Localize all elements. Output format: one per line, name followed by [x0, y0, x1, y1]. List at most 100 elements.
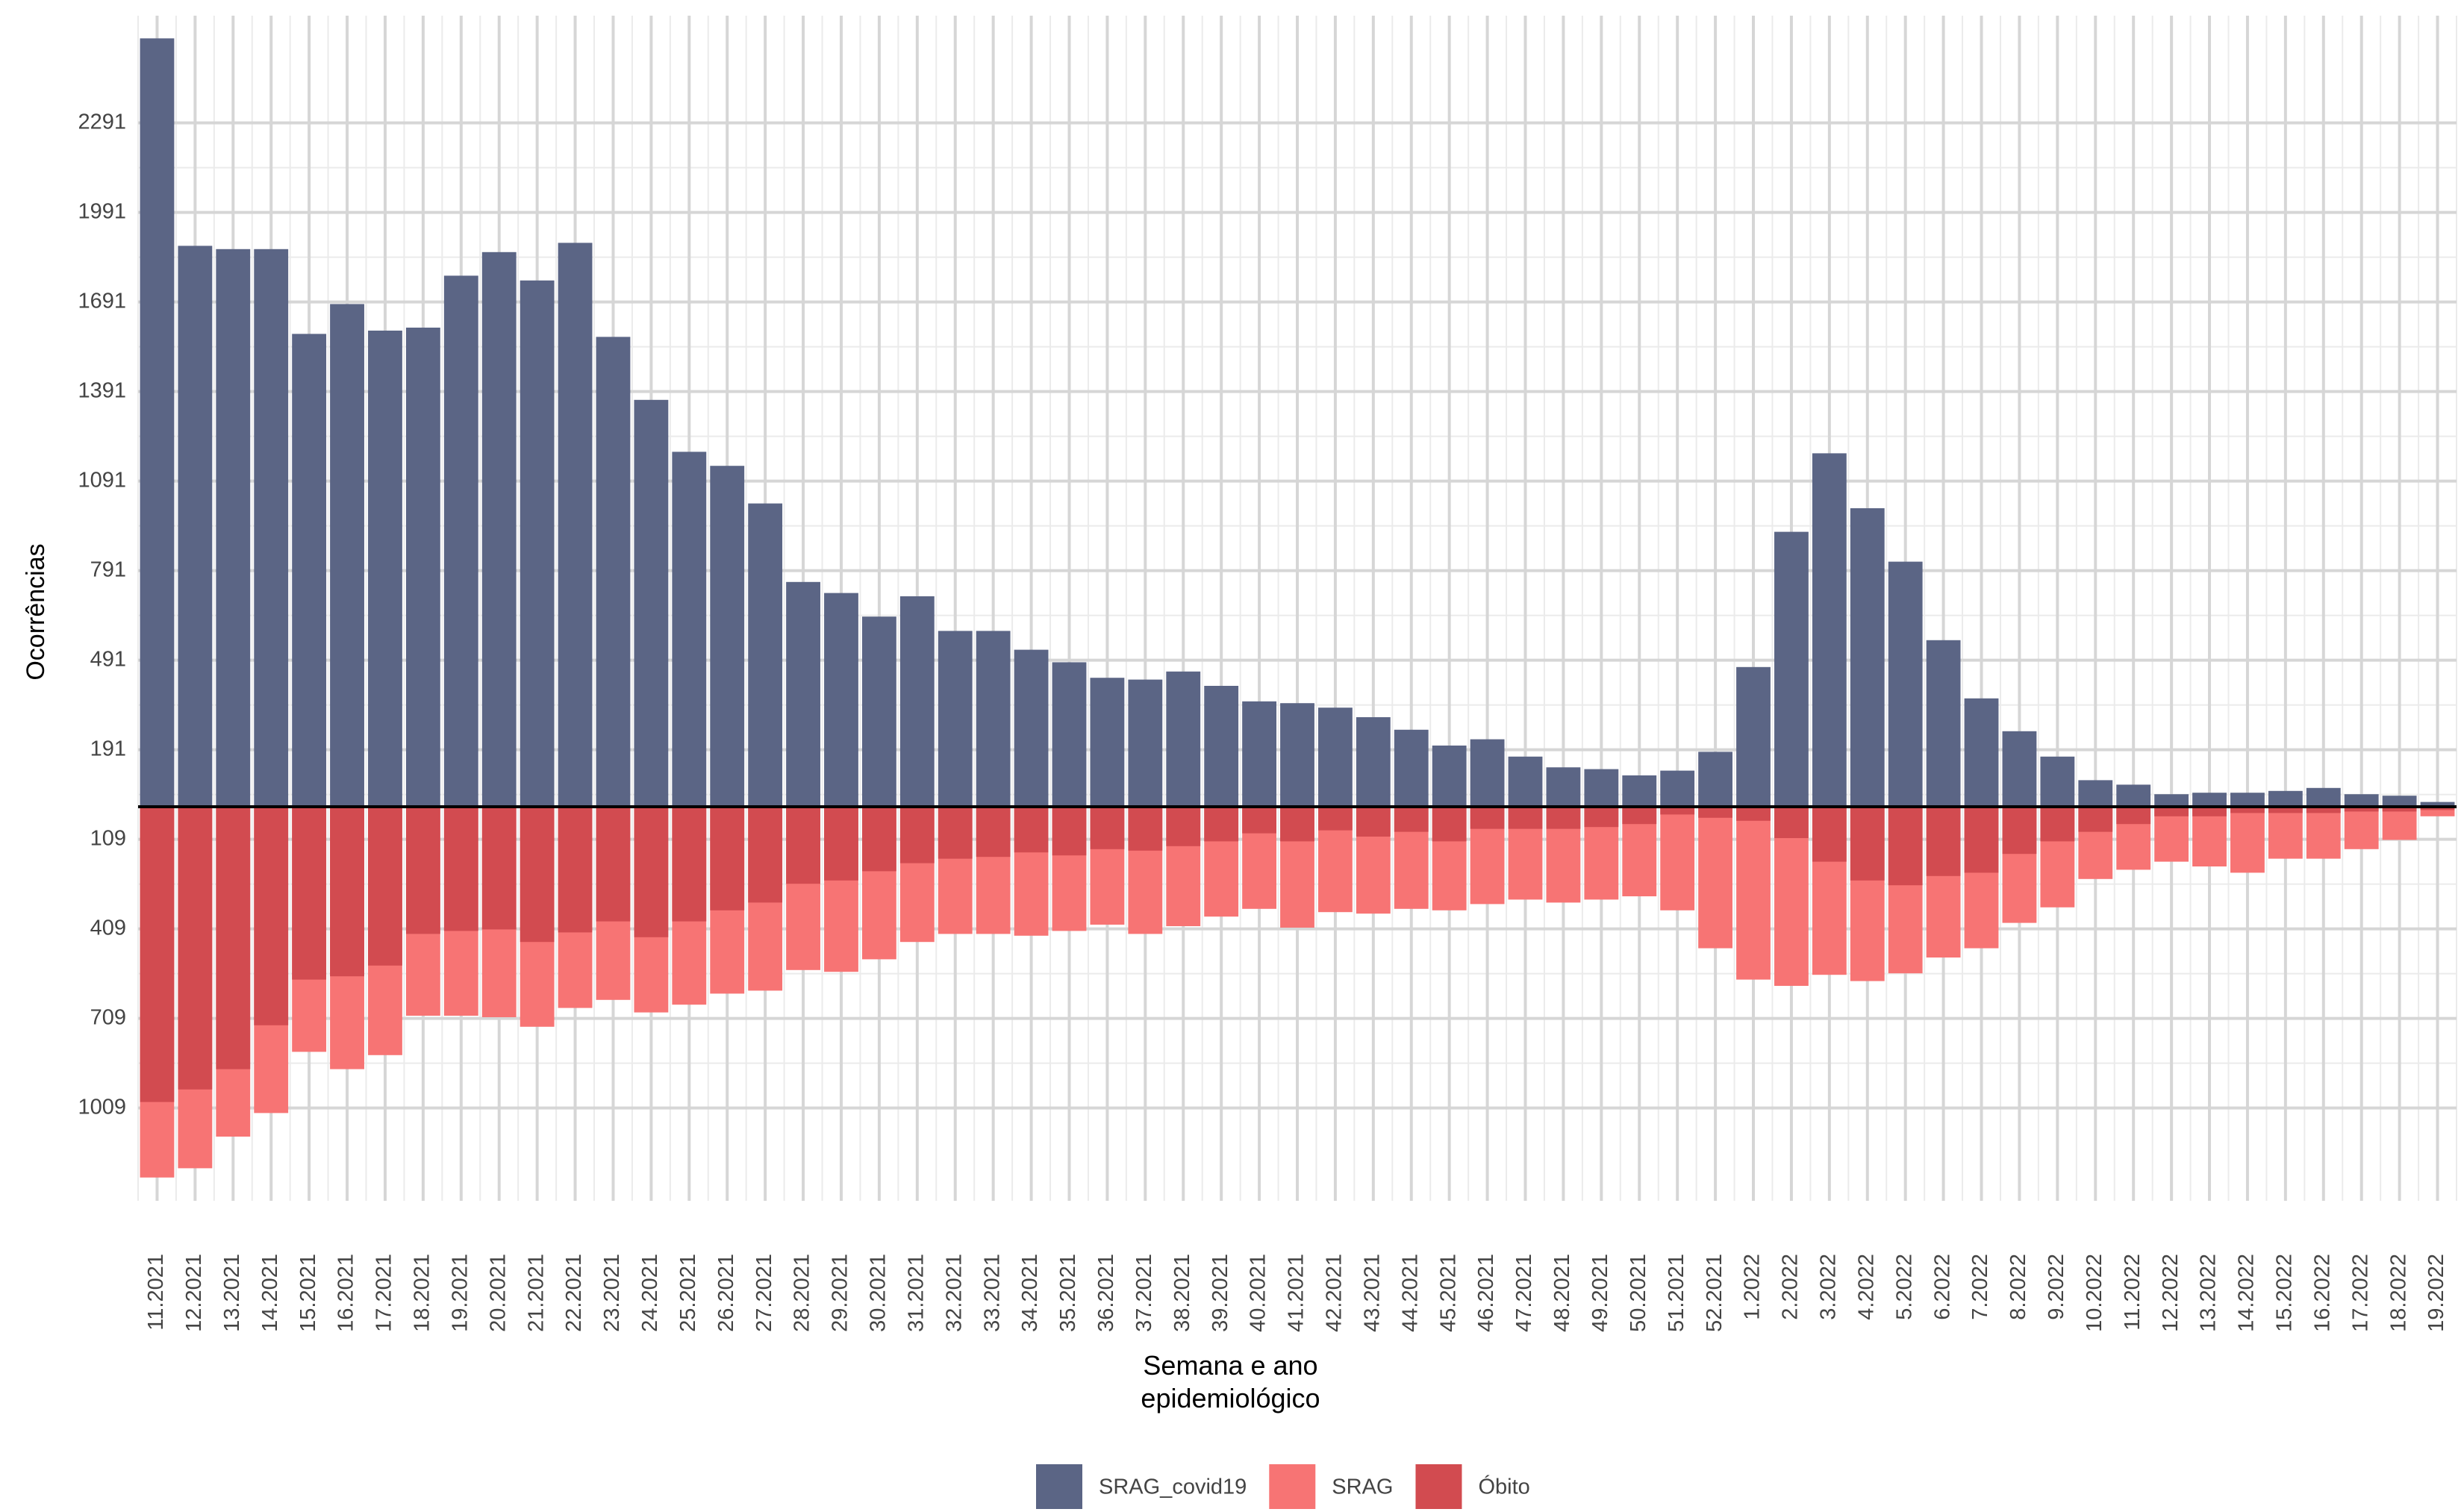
y-tick-label: 409 [90, 916, 126, 940]
bar [1470, 739, 1505, 807]
bar [1622, 807, 1657, 825]
y-tick-label: 491 [90, 647, 126, 671]
bar [178, 246, 213, 807]
bar [2306, 807, 2341, 813]
bar [1128, 807, 1163, 851]
bar [558, 243, 593, 807]
bar [216, 807, 251, 1069]
bar [2420, 807, 2455, 810]
x-tick-label: 7.2022 [1968, 1254, 1992, 1320]
x-tick-label: 13.2021 [220, 1254, 244, 1332]
bar [634, 399, 669, 807]
x-tick-label: 43.2021 [1360, 1254, 1384, 1332]
bar [672, 452, 707, 807]
x-tick-label: 51.2021 [1665, 1254, 1688, 1332]
bar [2192, 807, 2227, 866]
bar [634, 807, 669, 937]
x-tick-label: 4.2022 [1854, 1254, 1878, 1320]
bar [405, 328, 440, 807]
y-tick-label: 791 [90, 557, 126, 581]
x-tick-label: 12.2021 [182, 1254, 206, 1332]
x-tick-label: 17.2022 [2348, 1254, 2372, 1332]
x-tick-label: 12.2022 [2159, 1254, 2183, 1332]
bar [1394, 729, 1429, 807]
bar [748, 503, 783, 807]
bar [938, 807, 973, 859]
bar [2268, 790, 2303, 807]
x-tick-label: 35.2021 [1056, 1254, 1080, 1332]
y-axis-title: Ocorrências [22, 543, 50, 680]
bar [1014, 807, 1049, 853]
x-tick-label: 37.2021 [1132, 1254, 1156, 1332]
bar [1280, 703, 1314, 807]
legend-label: Óbito [1478, 1475, 1529, 1499]
bar [2154, 794, 2189, 807]
bar [1052, 807, 1087, 856]
bar [2382, 796, 2417, 807]
bar [1356, 717, 1391, 807]
y-tick-label: 709 [90, 1005, 126, 1029]
bar [1128, 679, 1163, 807]
legend-swatch [1415, 1464, 1462, 1509]
bar [748, 807, 783, 903]
bar [1888, 561, 1923, 807]
x-tick-label: 34.2021 [1018, 1254, 1042, 1332]
bar [1774, 531, 1809, 807]
x-tick-label: 3.2022 [1817, 1254, 1841, 1320]
bar [2306, 787, 2341, 807]
x-tick-label: 45.2021 [1436, 1254, 1460, 1332]
bar [1964, 698, 1999, 807]
x-tick-label: 27.2021 [752, 1254, 776, 1332]
bar [1850, 807, 1885, 881]
x-tick-label: 39.2021 [1208, 1254, 1232, 1332]
x-tick-label: 1.2022 [1741, 1254, 1765, 1320]
y-tick-label: 2291 [78, 110, 126, 134]
y-tick-label: 191 [90, 737, 126, 760]
bar [1812, 453, 1847, 807]
bar [2306, 807, 2341, 859]
bar [710, 466, 745, 807]
x-tick-label: 48.2021 [1550, 1254, 1574, 1332]
bar [861, 807, 896, 872]
bar [1394, 807, 1429, 832]
x-tick-label: 32.2021 [942, 1254, 966, 1332]
bar [368, 807, 402, 966]
bar [899, 596, 935, 807]
x-tick-label: 23.2021 [600, 1254, 624, 1332]
bar [1318, 707, 1353, 807]
bar [596, 807, 631, 922]
bar [1014, 649, 1049, 807]
x-tick-label: 15.2021 [296, 1254, 320, 1332]
bar [520, 280, 555, 807]
bar [596, 337, 631, 807]
bar [2344, 807, 2379, 849]
bar [899, 807, 935, 863]
bar [140, 38, 175, 807]
x-tick-label: 15.2022 [2273, 1254, 2297, 1332]
bar [558, 807, 593, 933]
bar [1204, 686, 1239, 807]
bar [2268, 807, 2303, 813]
bar [481, 252, 517, 807]
bar [2230, 807, 2265, 813]
bar [216, 249, 251, 807]
bar [1926, 807, 1961, 876]
x-tick-label: 17.2021 [372, 1254, 396, 1332]
bar [443, 275, 478, 807]
x-tick-label: 5.2022 [1892, 1254, 1916, 1320]
x-tick-label: 38.2021 [1170, 1254, 1194, 1332]
bar [861, 616, 896, 807]
bar [292, 807, 327, 980]
bar [1926, 640, 1961, 807]
bar [254, 807, 289, 1025]
bar [330, 304, 364, 807]
bar [1584, 769, 1619, 807]
bar [976, 631, 1011, 807]
bar [1736, 666, 1771, 807]
bar [1052, 662, 1087, 807]
x-tick-label: 14.2021 [258, 1254, 282, 1332]
bar [2230, 793, 2265, 807]
x-tick-label: 22.2021 [562, 1254, 586, 1332]
bar [1432, 807, 1467, 842]
